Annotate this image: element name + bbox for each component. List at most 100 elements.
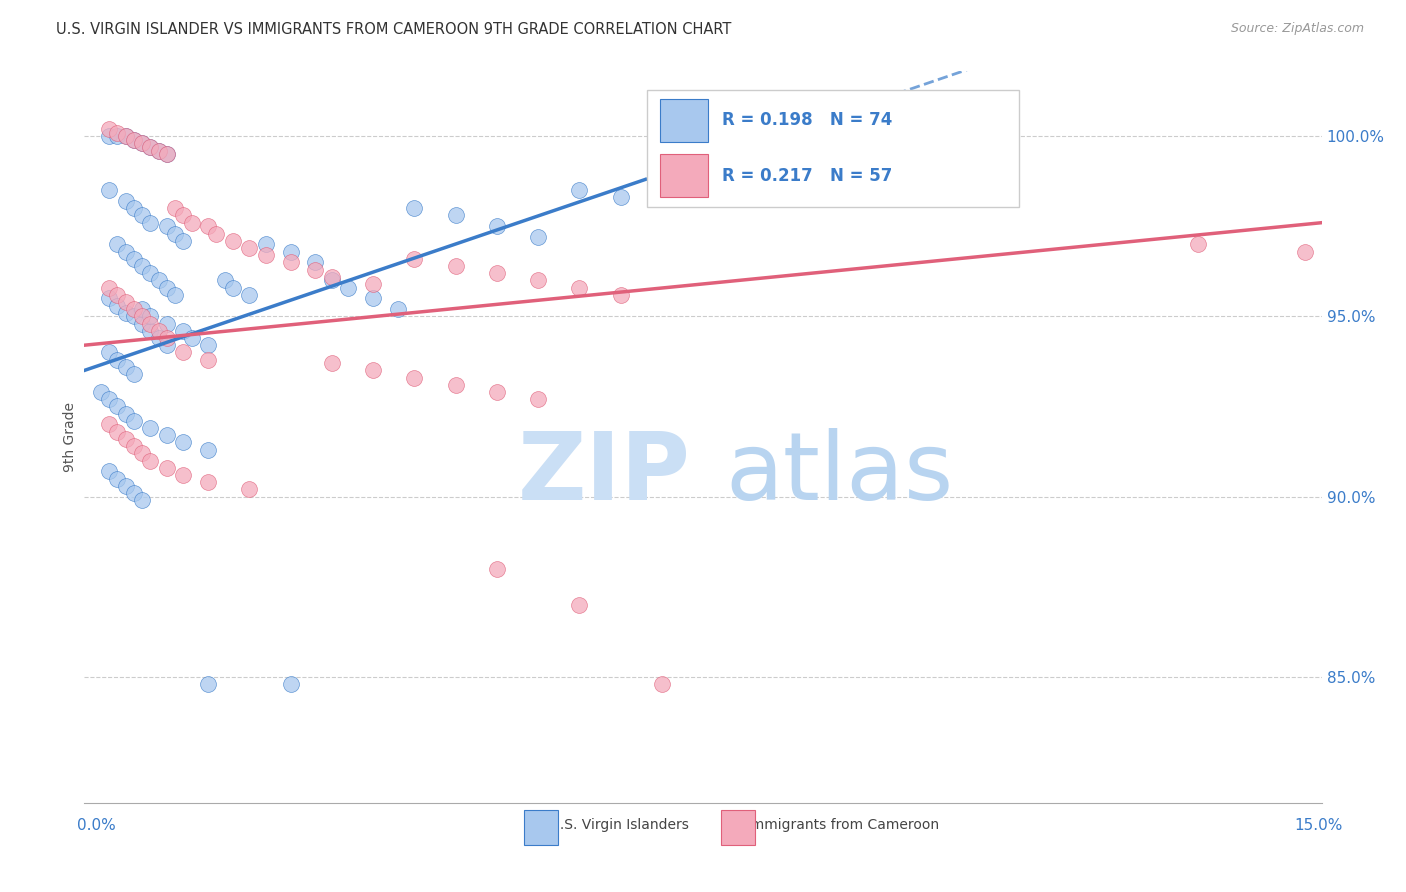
Point: [98, 417, 121, 432]
Point: [197, 442, 219, 457]
Point: [139, 140, 162, 154]
Point: [156, 219, 179, 234]
Point: [122, 486, 145, 500]
Point: [165, 201, 187, 215]
Point: [156, 460, 179, 475]
Point: [114, 295, 136, 310]
Text: U.S. VIRGIN ISLANDER VS IMMIGRANTS FROM CAMEROON 9TH GRADE CORRELATION CHART: U.S. VIRGIN ISLANDER VS IMMIGRANTS FROM …: [56, 22, 731, 37]
Point: [197, 219, 219, 234]
Point: [444, 259, 467, 273]
Point: [148, 273, 170, 287]
Text: ZIP: ZIP: [517, 427, 690, 520]
Point: [280, 244, 302, 259]
Point: [131, 493, 153, 508]
Point: [148, 331, 170, 345]
Point: [254, 248, 277, 262]
Point: [98, 280, 121, 294]
Point: [105, 287, 128, 301]
Point: [165, 287, 187, 301]
Point: [156, 147, 179, 161]
Point: [105, 425, 128, 439]
Point: [114, 129, 136, 144]
Point: [197, 338, 219, 352]
Point: [361, 277, 384, 291]
Point: [527, 392, 550, 407]
Point: [139, 453, 162, 467]
Point: [98, 122, 121, 136]
Point: [114, 306, 136, 320]
Point: [609, 287, 631, 301]
Point: [122, 252, 145, 266]
Point: [238, 483, 260, 497]
Point: [165, 227, 187, 241]
Point: [105, 237, 128, 252]
Point: [98, 129, 121, 144]
Point: [114, 407, 136, 421]
Y-axis label: 9th Grade: 9th Grade: [63, 402, 77, 472]
Point: [114, 432, 136, 446]
Point: [205, 227, 228, 241]
Point: [148, 144, 170, 158]
Point: [156, 280, 179, 294]
Point: [172, 345, 194, 359]
Point: [122, 302, 145, 317]
Point: [361, 363, 384, 377]
Point: [122, 310, 145, 324]
Point: [404, 201, 426, 215]
Point: [197, 677, 219, 691]
Point: [122, 201, 145, 215]
Point: [105, 352, 128, 367]
Point: [105, 299, 128, 313]
Point: [197, 475, 219, 489]
Point: [280, 677, 302, 691]
Text: Source: ZipAtlas.com: Source: ZipAtlas.com: [1230, 22, 1364, 36]
Point: [122, 133, 145, 147]
Point: [122, 439, 145, 453]
Point: [114, 244, 136, 259]
Point: [197, 352, 219, 367]
Point: [139, 310, 162, 324]
Point: [131, 310, 153, 324]
Point: [131, 446, 153, 460]
Point: [609, 190, 631, 204]
Point: [122, 133, 145, 147]
Point: [131, 259, 153, 273]
Point: [172, 324, 194, 338]
Text: R = 0.217   N = 57: R = 0.217 N = 57: [721, 167, 891, 185]
Text: atlas: atlas: [725, 427, 953, 520]
Point: [321, 269, 343, 284]
Point: [98, 183, 121, 197]
Point: [238, 287, 260, 301]
Point: [148, 324, 170, 338]
Point: [156, 317, 179, 331]
Point: [139, 266, 162, 280]
Point: [337, 280, 360, 294]
Point: [1187, 237, 1209, 252]
Point: [105, 471, 128, 485]
Point: [214, 273, 236, 287]
Text: 0.0%: 0.0%: [77, 818, 117, 832]
Point: [172, 435, 194, 450]
Point: [156, 428, 179, 442]
Point: [98, 392, 121, 407]
Point: [122, 367, 145, 381]
Point: [139, 317, 162, 331]
Point: [172, 234, 194, 248]
Point: [222, 280, 245, 294]
Point: [90, 385, 112, 400]
Point: [304, 262, 326, 277]
Point: [651, 677, 673, 691]
Point: [122, 414, 145, 428]
Point: [485, 266, 508, 280]
Point: [527, 230, 550, 244]
Point: [485, 561, 508, 575]
Point: [444, 209, 467, 223]
Point: [180, 331, 202, 345]
Point: [131, 209, 153, 223]
Point: [238, 241, 260, 255]
Point: [180, 216, 202, 230]
Point: [527, 273, 550, 287]
Point: [280, 255, 302, 269]
Text: Immigrants from Cameroon: Immigrants from Cameroon: [738, 818, 939, 832]
Point: [139, 324, 162, 338]
